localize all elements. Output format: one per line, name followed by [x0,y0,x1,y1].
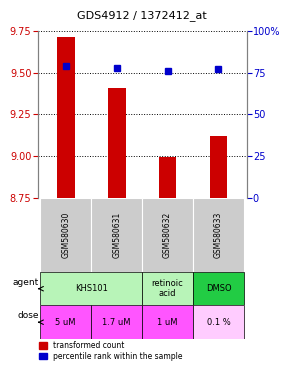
Bar [142,198,193,272]
Bar [193,272,244,305]
Text: 0.1 %: 0.1 % [206,318,230,327]
Text: GSM580633: GSM580633 [214,212,223,258]
Bar [40,305,91,339]
Bar [108,88,126,198]
Text: KHS101: KHS101 [75,284,108,293]
Bar [57,37,75,198]
Text: dose: dose [17,311,39,320]
Bar [91,198,142,272]
Text: 1.7 uM: 1.7 uM [102,318,131,327]
Text: retinoic
acid: retinoic acid [152,279,184,298]
Text: GSM580631: GSM580631 [112,212,121,258]
Bar [210,136,227,198]
Text: GDS4912 / 1372412_at: GDS4912 / 1372412_at [77,10,207,20]
Text: GSM580630: GSM580630 [61,212,70,258]
Bar [193,198,244,272]
Bar [40,198,91,272]
Text: GSM580632: GSM580632 [163,212,172,258]
Text: DMSO: DMSO [206,284,231,293]
Text: 5 uM: 5 uM [55,318,76,327]
Bar [159,157,177,198]
Legend: transformed count, percentile rank within the sample: transformed count, percentile rank withi… [39,341,183,361]
Text: agent: agent [12,278,39,286]
Bar [142,272,193,305]
Bar [193,305,244,339]
Bar [91,305,142,339]
Text: 1 uM: 1 uM [157,318,178,327]
Bar [40,272,142,305]
Bar [142,305,193,339]
